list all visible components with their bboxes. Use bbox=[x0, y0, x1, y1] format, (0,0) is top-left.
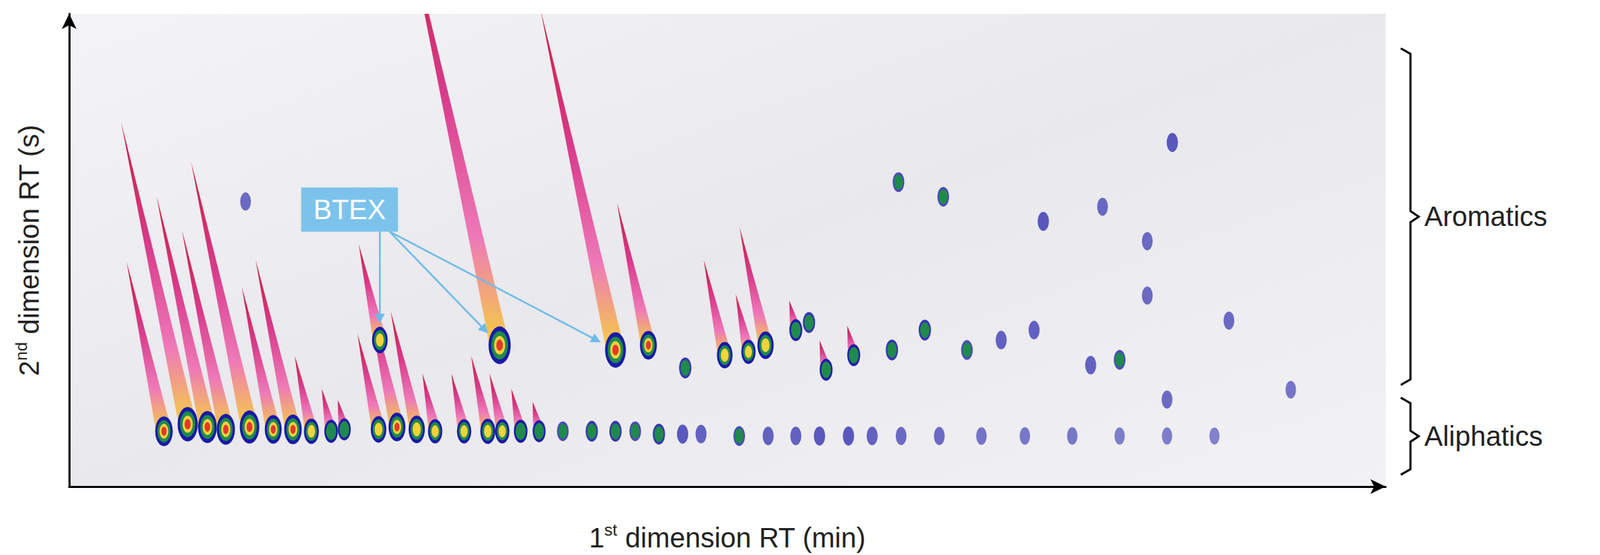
svg-text:nd: nd bbox=[11, 342, 31, 362]
svg-text:1: 1 bbox=[588, 522, 604, 554]
svg-text:Aliphatics: Aliphatics bbox=[1424, 421, 1543, 452]
svg-text:Aromatics: Aromatics bbox=[1424, 201, 1548, 232]
svg-text:st: st bbox=[604, 520, 618, 540]
svg-text:BTEX: BTEX bbox=[313, 194, 386, 225]
svg-text:dimension RT (min): dimension RT (min) bbox=[617, 522, 867, 554]
svg-text:2: 2 bbox=[13, 361, 45, 377]
svg-text:dimension RT (s): dimension RT (s) bbox=[13, 124, 45, 342]
